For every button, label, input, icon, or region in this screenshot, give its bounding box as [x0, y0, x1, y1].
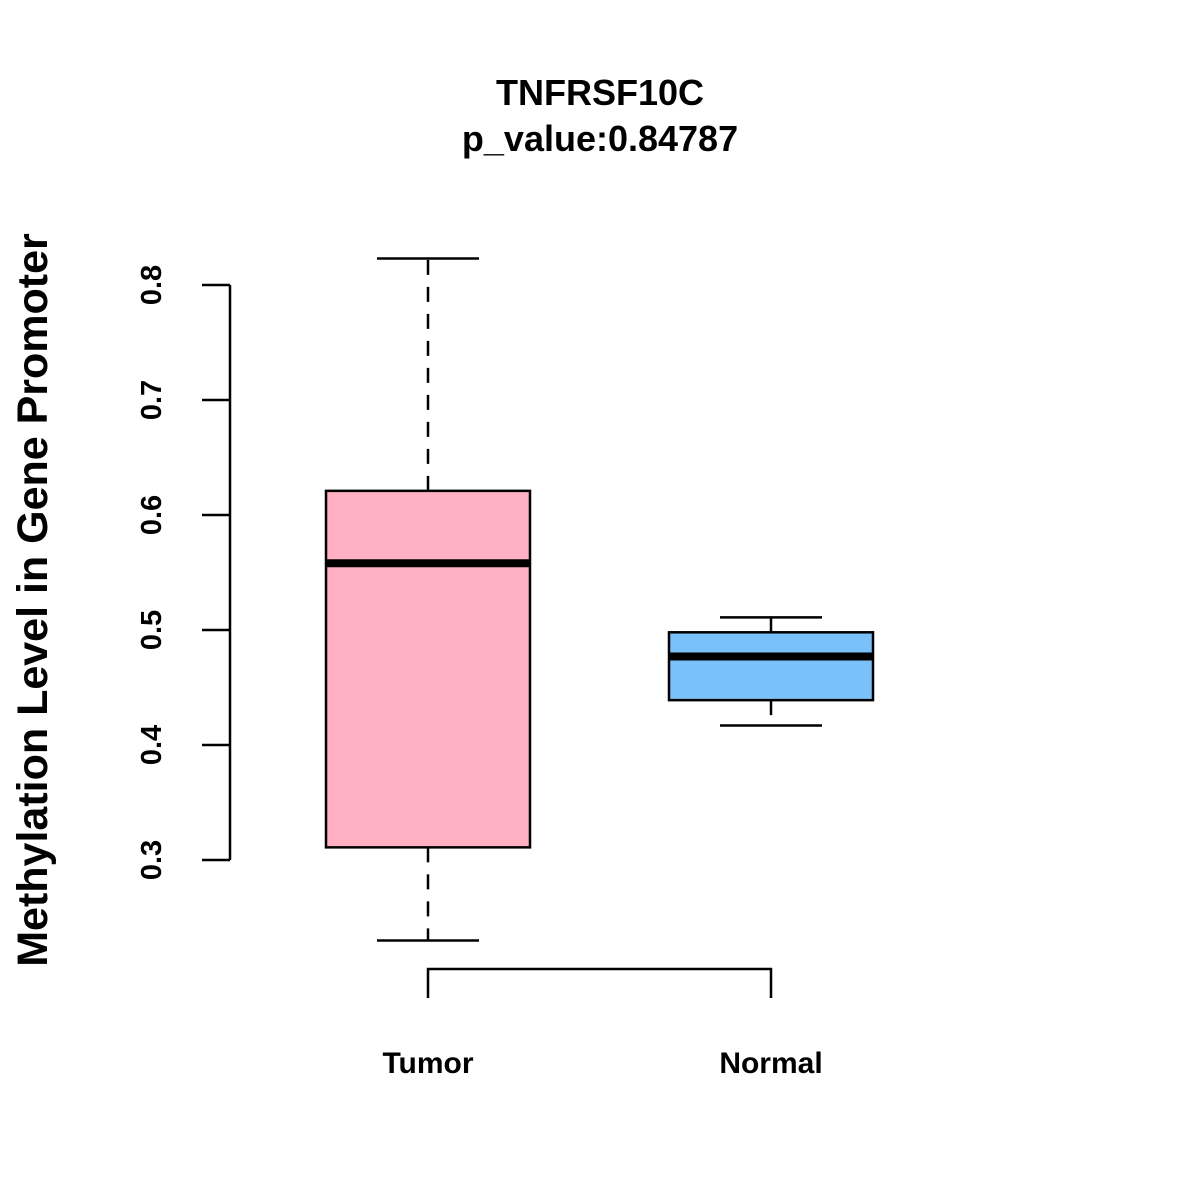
normal-iqr-box: [667, 631, 875, 702]
y-tick-label-0: 0.3: [136, 840, 168, 880]
y-tick-label-2: 0.5: [136, 610, 168, 650]
boxes-group: [324, 257, 875, 942]
y-axis-label: Methylation Level in Gene Promoter: [9, 233, 57, 967]
category-label-normal: Normal: [719, 1047, 822, 1080]
y-tick-label-5: 0.8: [136, 265, 168, 305]
category-label-tumor: Tumor: [382, 1047, 473, 1080]
tumor-iqr-box: [324, 489, 532, 849]
bracket-path: [426, 967, 773, 998]
y-tick-label-1: 0.4: [136, 725, 168, 765]
chart-subtitle: p_value:0.84787: [462, 118, 738, 159]
chart-title: TNFRSF10C: [496, 72, 704, 113]
category-labels: Tumor Normal: [382, 1047, 822, 1080]
y-tick-label-4: 0.7: [136, 380, 168, 420]
box-normal: [667, 616, 875, 727]
y-axis: 0.3 0.4 0.5 0.6 0.7 0.8: [136, 265, 232, 880]
box-tumor: [324, 257, 532, 942]
significance-bracket: [426, 967, 773, 998]
y-tick-label-3: 0.6: [136, 495, 168, 535]
